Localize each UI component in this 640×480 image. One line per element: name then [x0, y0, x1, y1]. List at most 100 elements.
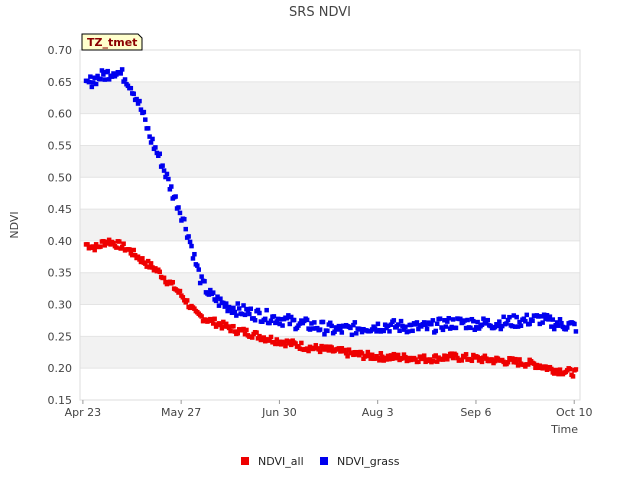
data-point — [91, 244, 96, 249]
data-point — [307, 327, 313, 332]
legend-swatch-ndvi-grass — [320, 457, 328, 465]
data-point — [288, 342, 294, 348]
data-point — [128, 85, 134, 91]
data-point — [492, 324, 498, 330]
data-point — [130, 252, 135, 258]
data-point — [515, 363, 521, 368]
data-point — [343, 350, 349, 356]
data-point — [372, 326, 378, 331]
data-point — [403, 324, 408, 329]
data-point — [141, 109, 147, 115]
data-point — [202, 279, 207, 284]
data-point — [547, 314, 553, 319]
data-point — [320, 319, 326, 325]
data-point — [445, 357, 450, 362]
data-point — [322, 347, 327, 352]
data-point — [210, 290, 216, 295]
data-point — [374, 329, 379, 334]
data-point — [397, 328, 402, 334]
data-point — [89, 84, 95, 90]
data-point — [252, 317, 258, 323]
data-point — [287, 321, 293, 327]
data-point — [313, 343, 319, 348]
data-point — [375, 355, 381, 361]
data-point — [345, 354, 350, 359]
data-point — [301, 318, 307, 324]
data-point — [268, 318, 274, 323]
data-point — [273, 341, 278, 347]
data-point — [268, 334, 274, 340]
data-point — [416, 359, 421, 365]
data-point — [339, 330, 345, 335]
data-point — [213, 298, 219, 304]
data-point — [180, 295, 186, 300]
data-point — [482, 353, 488, 359]
data-point — [550, 317, 556, 322]
data-point — [177, 288, 183, 294]
data-point — [304, 346, 310, 351]
data-point — [339, 346, 345, 351]
data-point — [189, 243, 194, 249]
y-tick-label: 0.15 — [48, 394, 73, 407]
data-point — [206, 292, 212, 297]
data-point — [450, 355, 456, 361]
data-point — [274, 319, 280, 324]
chart-title: SRS NDVI — [289, 5, 351, 20]
data-point — [364, 353, 369, 359]
data-point — [511, 359, 517, 365]
data-point — [427, 357, 433, 362]
data-point — [299, 318, 304, 323]
data-point — [453, 325, 459, 331]
data-point — [445, 319, 450, 324]
data-point — [433, 353, 438, 358]
data-point — [567, 366, 573, 372]
y-tick-label: 0.25 — [48, 330, 73, 343]
data-point — [125, 83, 131, 89]
data-point — [462, 354, 467, 360]
data-point — [537, 321, 543, 327]
data-point — [421, 320, 427, 325]
data-point — [556, 323, 561, 328]
data-point — [573, 329, 579, 334]
data-point — [382, 322, 388, 327]
data-point — [288, 314, 294, 320]
data-point — [439, 325, 444, 330]
data-point — [223, 321, 229, 327]
data-point — [234, 313, 239, 318]
data-point — [536, 314, 541, 319]
data-point — [176, 205, 181, 210]
data-point — [135, 101, 141, 106]
data-point — [242, 331, 248, 337]
data-point — [385, 353, 391, 359]
data-point — [390, 356, 395, 361]
data-point — [388, 353, 394, 358]
x-tick-label: Jun 30 — [261, 406, 297, 419]
data-point — [375, 321, 381, 327]
data-point — [278, 316, 284, 322]
data-point — [166, 176, 171, 182]
y-axis-ticks: 0.70 0.65 0.60 0.55 0.50 0.45 0.40 0.35 0.30 0.25… — [48, 44, 73, 407]
data-point — [395, 352, 401, 358]
data-point — [274, 337, 280, 342]
data-point — [173, 194, 178, 199]
data-point — [143, 117, 148, 122]
data-point — [241, 326, 246, 332]
data-point — [378, 351, 384, 356]
data-point — [98, 244, 103, 249]
data-point — [384, 325, 389, 331]
data-point — [473, 325, 479, 330]
data-point — [131, 247, 136, 253]
data-point — [222, 304, 228, 309]
data-point — [183, 226, 188, 232]
data-point — [501, 314, 506, 320]
data-point — [108, 242, 113, 247]
data-point — [463, 352, 469, 357]
data-point — [167, 187, 173, 192]
data-point — [190, 256, 196, 261]
data-point — [98, 76, 103, 82]
data-point — [523, 319, 528, 324]
data-point — [271, 314, 277, 319]
grid-band — [80, 304, 580, 337]
data-point — [501, 359, 506, 365]
data-point — [430, 359, 436, 364]
